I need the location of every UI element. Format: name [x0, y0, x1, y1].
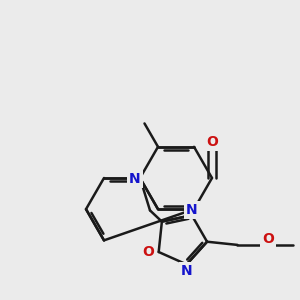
Text: O: O — [142, 245, 154, 259]
Text: O: O — [206, 135, 218, 149]
Text: N: N — [181, 264, 192, 278]
Text: O: O — [262, 232, 274, 246]
Text: N: N — [186, 203, 198, 217]
Text: N: N — [129, 172, 141, 186]
